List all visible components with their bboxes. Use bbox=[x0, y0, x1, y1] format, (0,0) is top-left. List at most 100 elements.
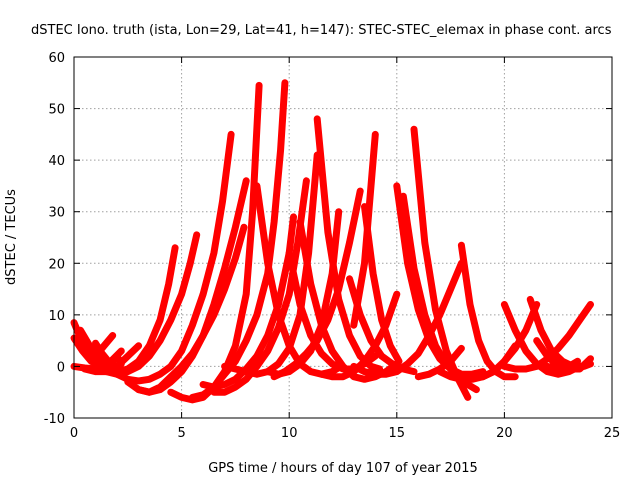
plus-marker bbox=[275, 360, 282, 367]
plus-marker bbox=[266, 328, 272, 335]
plus-marker bbox=[433, 310, 440, 317]
plus-marker bbox=[230, 346, 237, 353]
plus-marker bbox=[475, 337, 482, 344]
plus-marker bbox=[274, 372, 281, 378]
plus-marker bbox=[217, 297, 223, 304]
plus-marker bbox=[219, 374, 225, 381]
plus-marker bbox=[189, 394, 196, 401]
plus-marker bbox=[442, 344, 449, 351]
plus-marker bbox=[271, 332, 278, 339]
data-series-arc bbox=[399, 192, 480, 394]
plus-marker bbox=[554, 353, 561, 360]
plus-marker bbox=[519, 341, 526, 348]
plus-marker bbox=[418, 372, 425, 379]
plus-marker bbox=[409, 355, 416, 362]
plus-marker bbox=[313, 303, 320, 310]
plus-marker bbox=[207, 265, 213, 271]
plus-marker bbox=[292, 277, 298, 284]
plus-marker bbox=[88, 367, 95, 374]
plus-marker bbox=[338, 304, 345, 311]
plus-marker bbox=[122, 355, 129, 362]
plus-marker bbox=[300, 197, 307, 204]
plus-marker bbox=[326, 237, 333, 244]
plus-marker bbox=[439, 333, 446, 339]
plus-marker bbox=[167, 268, 174, 275]
plus-marker bbox=[220, 269, 227, 276]
plus-marker bbox=[290, 213, 297, 220]
plus-marker bbox=[544, 363, 551, 370]
plus-marker bbox=[259, 289, 266, 296]
plus-marker bbox=[98, 346, 105, 353]
plus-marker bbox=[345, 243, 352, 250]
plus-marker bbox=[204, 276, 210, 283]
plus-marker bbox=[221, 286, 228, 293]
plus-marker bbox=[384, 335, 391, 342]
plus-marker bbox=[81, 366, 88, 372]
plus-marker bbox=[229, 350, 236, 357]
plus-marker bbox=[92, 353, 99, 360]
plus-marker bbox=[331, 268, 338, 275]
plus-marker bbox=[409, 257, 416, 264]
plus-marker bbox=[425, 323, 432, 330]
plus-marker bbox=[318, 322, 325, 329]
plus-marker bbox=[290, 350, 297, 356]
plus-marker bbox=[293, 323, 300, 329]
plus-marker bbox=[455, 267, 462, 274]
plus-marker bbox=[268, 276, 274, 283]
plus-marker bbox=[268, 340, 275, 347]
plus-marker bbox=[514, 330, 520, 337]
plus-marker bbox=[236, 323, 243, 329]
plus-marker bbox=[104, 339, 110, 346]
plus-marker bbox=[429, 369, 436, 376]
plus-marker bbox=[299, 208, 306, 215]
plus-marker bbox=[478, 344, 485, 351]
plus-marker bbox=[268, 320, 275, 327]
plus-marker bbox=[443, 297, 449, 304]
plus-marker bbox=[183, 336, 190, 343]
plus-marker bbox=[451, 366, 457, 373]
plus-marker bbox=[431, 338, 438, 345]
plus-marker bbox=[582, 360, 589, 367]
plus-marker bbox=[505, 364, 511, 371]
plus-marker bbox=[205, 322, 212, 329]
plus-marker bbox=[288, 261, 295, 268]
plus-marker bbox=[405, 225, 411, 232]
plus-marker bbox=[255, 304, 262, 311]
plus-marker bbox=[296, 297, 303, 304]
plus-marker bbox=[321, 353, 328, 360]
plus-marker bbox=[173, 368, 180, 375]
plus-marker bbox=[453, 351, 459, 358]
plus-marker bbox=[477, 341, 483, 348]
plus-marker bbox=[373, 286, 379, 293]
plus-marker bbox=[268, 369, 275, 376]
plus-marker bbox=[541, 334, 548, 341]
plus-marker bbox=[246, 369, 253, 376]
plus-marker bbox=[314, 307, 321, 314]
plus-marker bbox=[404, 360, 411, 367]
plus-marker bbox=[415, 373, 422, 380]
plus-marker bbox=[237, 348, 244, 354]
plus-marker bbox=[262, 278, 269, 285]
plus-marker bbox=[191, 240, 198, 246]
plus-marker bbox=[533, 363, 540, 370]
plus-marker bbox=[338, 274, 345, 281]
plus-marker bbox=[262, 244, 269, 251]
plus-marker bbox=[167, 272, 174, 279]
plus-marker bbox=[211, 246, 218, 252]
plus-marker bbox=[326, 358, 333, 365]
plus-marker bbox=[149, 374, 156, 381]
plus-marker bbox=[365, 369, 372, 376]
plus-marker bbox=[207, 318, 214, 325]
plus-marker bbox=[411, 269, 418, 276]
plus-marker bbox=[347, 279, 354, 286]
plus-marker bbox=[385, 358, 392, 365]
plus-marker bbox=[278, 370, 285, 377]
data-series-arc bbox=[350, 259, 465, 378]
plus-marker bbox=[181, 340, 188, 347]
plus-marker bbox=[212, 238, 219, 245]
plus-marker bbox=[241, 299, 248, 306]
plus-marker bbox=[421, 311, 428, 318]
plus-marker bbox=[581, 310, 587, 317]
plus-marker bbox=[281, 306, 288, 313]
plus-marker bbox=[270, 288, 277, 295]
